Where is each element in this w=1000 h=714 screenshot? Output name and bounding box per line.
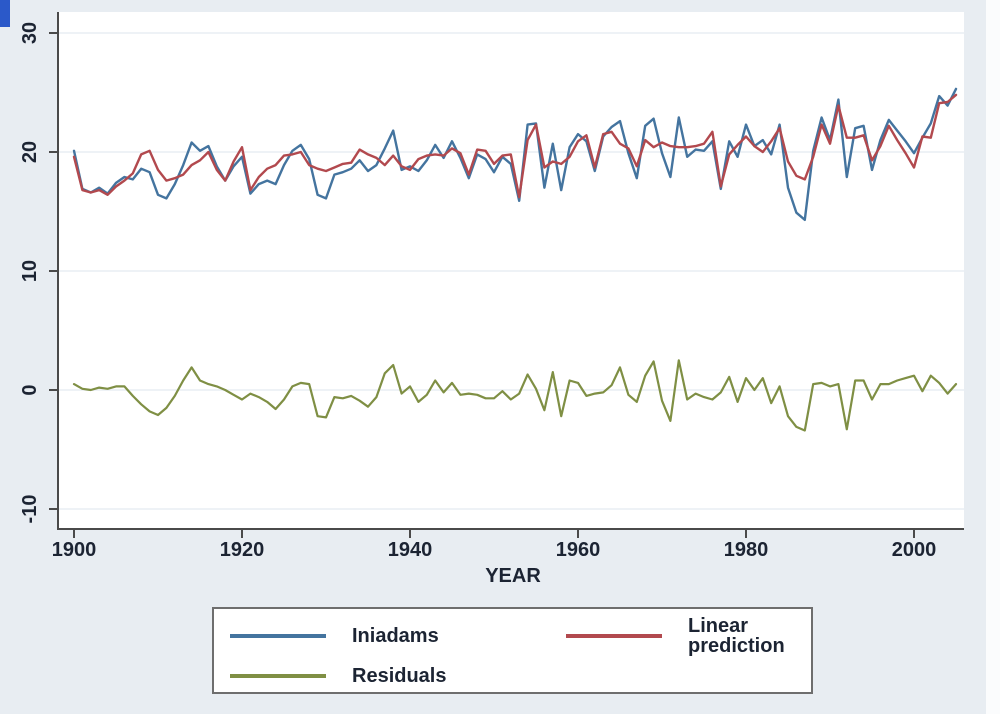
legend-label-iniadams: Iniadams — [352, 624, 439, 647]
plot-area — [57, 12, 964, 530]
x-tick-1920 — [241, 530, 243, 538]
y-tick-label-20: 20 — [19, 140, 41, 164]
series-line-residuals — [72, 359, 958, 432]
x-tick-label-1960: 1960 — [555, 539, 601, 561]
x-tick-label-1920: 1920 — [219, 539, 265, 561]
y-tick-label-10: 10 — [19, 259, 41, 283]
x-axis-title: YEAR — [485, 565, 541, 587]
x-tick-label-2000: 2000 — [891, 539, 937, 561]
residuals-line-swatch — [230, 673, 326, 678]
legend-item-residuals: Residuals — [230, 666, 566, 686]
legend-label-residuals: Residuals — [352, 664, 447, 687]
y-tick-label-30: 30 — [19, 21, 41, 45]
y-tick-30 — [49, 32, 57, 34]
x-tick-label-1940: 1940 — [387, 539, 433, 561]
x-tick-1980 — [745, 530, 747, 538]
x-tick-1960 — [577, 530, 579, 538]
y-tick-label-0: 0 — [19, 384, 41, 396]
y-tick-20 — [49, 151, 57, 153]
iniadams-line-swatch — [230, 633, 326, 638]
y-tick--10 — [49, 508, 57, 510]
y-tick-0 — [49, 389, 57, 391]
legend-item-iniadams: Iniadams — [230, 616, 566, 656]
x-tick-1940 — [409, 530, 411, 538]
chart-canvas — [59, 32, 964, 510]
right-margin-strip — [986, 0, 1000, 714]
legend-item-linear-prediction: Linear prediction — [566, 616, 811, 656]
y-tick-10 — [49, 270, 57, 272]
legend-label-linear-prediction: Linear prediction — [688, 614, 785, 657]
x-tick-1900 — [73, 530, 75, 538]
series-line-linear-prediction — [72, 93, 958, 199]
x-tick-label-1900: 1900 — [51, 539, 97, 561]
y-tick-label--10: -10 — [19, 494, 41, 524]
corner-artifact — [0, 0, 10, 27]
legend: Iniadams Linear prediction Residuals — [212, 607, 813, 694]
linear-prediction-line-swatch — [566, 633, 662, 638]
x-tick-label-1980: 1980 — [723, 539, 769, 561]
x-tick-2000 — [913, 530, 915, 538]
